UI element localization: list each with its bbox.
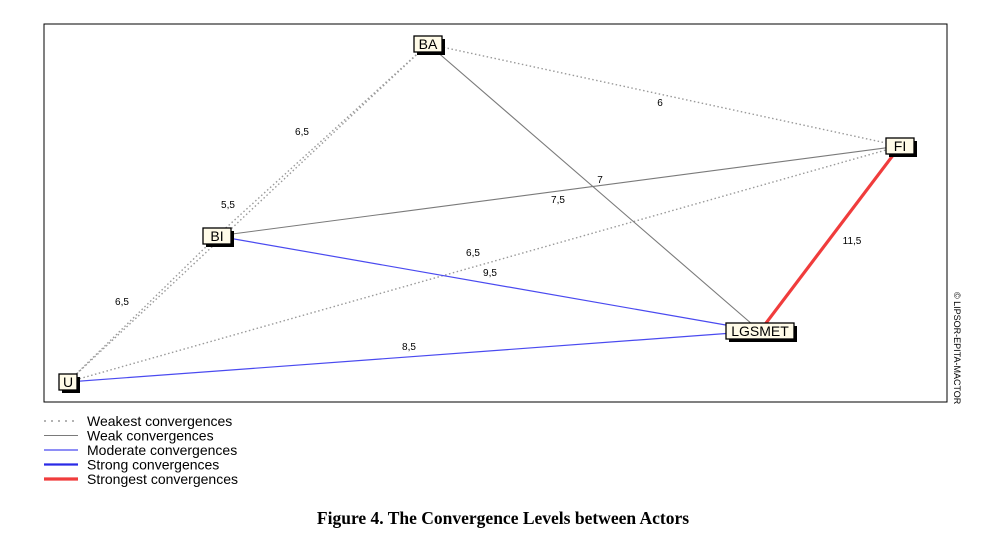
actor-node-fi: FI — [885, 137, 917, 157]
edge-value-ba-fi: 6 — [657, 98, 663, 109]
legend-label: Weakest convergences — [87, 413, 232, 429]
actor-node-ba: BA — [413, 35, 445, 55]
plot-frame — [43, 23, 948, 403]
watermark: © LIPSOR-EPITA-MACTOR — [952, 292, 962, 405]
legend-item-weak: Weak convergences — [44, 428, 214, 444]
legend-item-weakest: Weakest convergences — [44, 413, 232, 429]
actor-label: FI — [894, 138, 906, 154]
edge-value-bi-fi: 7,5 — [551, 195, 565, 206]
legend-label: Strong convergences — [87, 457, 219, 473]
actor-nodes-layer: BA FI BI LGSMET U — [58, 35, 917, 393]
actor-label: BA — [419, 36, 438, 52]
actor-label: U — [63, 374, 73, 390]
edge-bi-lgsmet — [216, 235, 761, 332]
legend-item-moderate: Moderate convergences — [44, 442, 237, 458]
legend-label: Moderate convergences — [87, 442, 237, 458]
actor-node-box — [413, 35, 443, 53]
edge-bi-u — [67, 235, 218, 383]
actor-label: BI — [210, 228, 223, 244]
actor-label: LGSMET — [731, 323, 789, 339]
actor-node-box — [885, 137, 915, 155]
edge-lgsmet-fi — [758, 145, 902, 332]
edge-value-ba-lgsmet: 7 — [597, 175, 603, 186]
convergence-graph: 6 6,5 5,5 6,5 6,5 7 7,5 9,5 8,5 11,5 BA FI BI LGSMET… — [43, 23, 962, 487]
edge-value-u-fi: 6,5 — [466, 248, 480, 259]
edge-u-lgsmet — [67, 330, 761, 383]
edge-value-ba-u: 5,5 — [221, 200, 235, 211]
edge-value-lgsmet-fi: 11,5 — [843, 236, 862, 247]
edge-u-fi — [67, 145, 901, 383]
edge-ba-fi — [427, 43, 901, 147]
legend-label: Strongest convergences — [87, 471, 238, 487]
edge-value-u-lgsmet: 8,5 — [402, 342, 416, 353]
edge-value-ba-bi: 6,5 — [295, 127, 309, 138]
actor-node-box — [202, 227, 232, 245]
actor-node-box — [725, 322, 795, 340]
actor-node-lgsmet: LGSMET — [725, 322, 797, 342]
edge-value-bi-lgsmet: 9,5 — [483, 268, 497, 279]
figure-caption: Figure 4. The Convergence Levels between… — [316, 508, 690, 528]
edge-value-bi-u: 6,5 — [115, 297, 129, 308]
edge-labels-layer: 6 6,5 5,5 6,5 6,5 7 7,5 9,5 8,5 11,5 — [115, 98, 862, 353]
actor-node-box — [58, 373, 78, 391]
legend-item-strong: Strong convergences — [44, 457, 219, 473]
actor-node-bi: BI — [202, 227, 234, 247]
actor-node-u: U — [58, 373, 80, 393]
edges-layer — [67, 43, 902, 383]
legend-label: Weak convergences — [87, 428, 214, 444]
edge-bi-fi — [216, 145, 901, 237]
edge-ba-lgsmet — [427, 43, 761, 332]
legend-item-strongest: Strongest convergences — [44, 471, 238, 487]
